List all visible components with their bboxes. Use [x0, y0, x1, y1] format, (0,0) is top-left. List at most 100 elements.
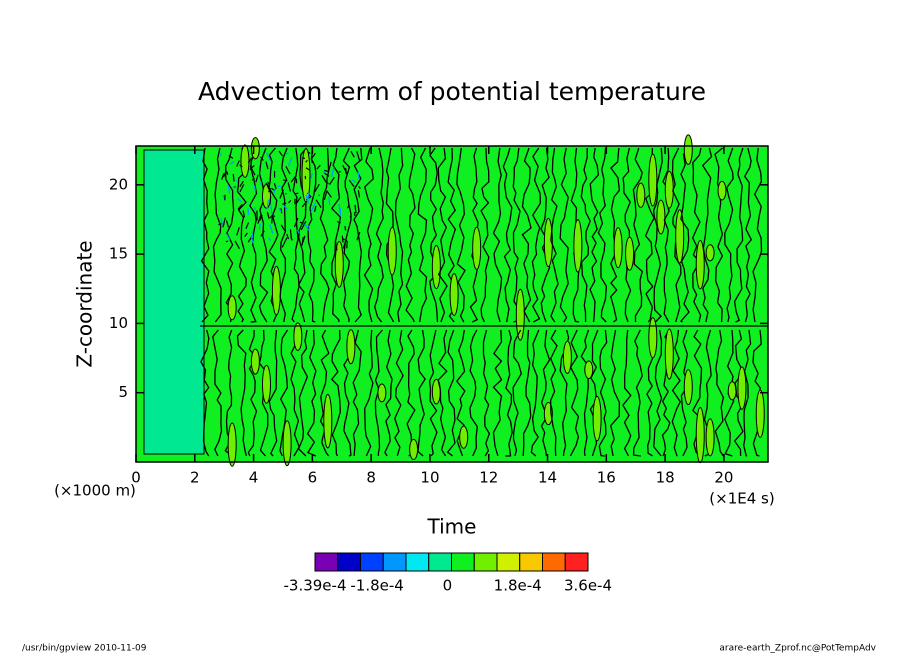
contour-line — [251, 177, 255, 181]
contour-line — [249, 147, 258, 323]
colorbar-label: 3.6e-4 — [564, 577, 612, 595]
contour-line — [417, 147, 428, 323]
contour-line — [331, 166, 335, 177]
colorbar-box — [542, 552, 566, 572]
contour-line — [336, 220, 341, 224]
contour-region — [431, 244, 441, 290]
footer-right: arare-earth_Zprof.nc@PotTempAdv — [719, 644, 876, 654]
contour-line — [247, 157, 253, 164]
contour-line — [550, 147, 559, 323]
contour-line — [223, 170, 227, 178]
contour-region — [675, 209, 685, 264]
contour-line — [353, 147, 363, 323]
colorbar-label: -1.8e-4 — [350, 577, 403, 595]
contour-line — [311, 152, 316, 159]
contour-line — [374, 329, 383, 457]
y-axis-label: Z-coordinate — [73, 240, 97, 367]
colorbar-box — [496, 552, 521, 572]
contour-line — [296, 234, 300, 245]
contour-region — [717, 180, 727, 201]
contour-line — [239, 183, 245, 193]
contour-line — [428, 329, 438, 457]
y-tick-label: 20 — [109, 175, 128, 193]
contour-region — [271, 265, 281, 316]
contour-line — [691, 147, 702, 323]
contour-line — [374, 147, 384, 323]
contour-region — [705, 418, 715, 457]
contour-line — [319, 147, 330, 323]
contour-line — [455, 329, 466, 457]
contour-line — [270, 205, 273, 215]
contour-line — [249, 165, 256, 176]
contour-line — [480, 147, 490, 323]
contour-line — [326, 190, 332, 198]
contour-region — [695, 240, 705, 290]
contour-line — [559, 147, 569, 323]
contour-line — [296, 196, 302, 204]
contour-line — [299, 221, 304, 224]
contour-line — [293, 217, 299, 228]
contour-region — [625, 236, 635, 271]
contour-region — [664, 170, 674, 209]
contour-line — [236, 160, 240, 167]
contour-line — [512, 147, 522, 323]
contour-line — [222, 217, 226, 228]
contour-line — [492, 147, 503, 323]
contour-region — [409, 438, 419, 460]
contour-line — [653, 329, 663, 457]
contour-line — [521, 147, 532, 323]
colorbar-box — [519, 552, 543, 572]
contour-line — [244, 232, 248, 237]
contour-line — [305, 194, 309, 204]
contour-line — [344, 225, 347, 231]
contour-line — [273, 183, 277, 190]
contour-line — [226, 171, 229, 175]
x-unit: (×1E4 s) — [709, 490, 774, 508]
contour-line — [290, 329, 300, 457]
contour-line — [384, 329, 393, 457]
x-tick-label: 20 — [714, 469, 733, 487]
contour-line — [218, 223, 222, 226]
contour-line — [347, 204, 350, 209]
contour-line — [225, 220, 230, 228]
x-tick-label: 0 — [131, 469, 141, 487]
contour-region — [346, 329, 356, 365]
contour-line — [236, 179, 238, 182]
y-tick-label: 10 — [109, 314, 128, 332]
contour-field — [136, 134, 768, 467]
contour-line — [482, 329, 491, 457]
contour-line — [342, 147, 352, 323]
footer-left: /usr/bin/gpview 2010-11-09 — [22, 644, 147, 654]
contour-line — [364, 329, 374, 457]
contour-line — [265, 182, 271, 193]
contour-line — [245, 222, 250, 229]
contour-region — [240, 144, 250, 178]
x-tick-label: 8 — [366, 469, 376, 487]
contour-line — [345, 167, 347, 175]
contour-line — [348, 179, 355, 188]
contour-line — [269, 224, 274, 235]
contour-line — [310, 202, 317, 213]
colorbar-label: 1.8e-4 — [494, 577, 542, 595]
x-tick-label: 6 — [308, 469, 318, 487]
x-tick-label: 10 — [420, 469, 439, 487]
contour-line — [680, 329, 690, 457]
contour-line — [456, 147, 466, 323]
contour-line — [306, 329, 317, 457]
plot-frame — [135, 145, 769, 463]
contour-line — [221, 173, 225, 180]
contour-line — [220, 218, 224, 225]
contour-line — [429, 147, 439, 323]
contour-line — [297, 329, 309, 457]
contour-line — [363, 147, 374, 323]
contour-line — [714, 147, 724, 323]
contour-line — [324, 169, 330, 173]
contour-line — [269, 196, 272, 205]
x-tick-label: 14 — [538, 469, 557, 487]
contour-line — [236, 147, 247, 323]
contour-region — [695, 406, 705, 464]
contour-line — [250, 235, 254, 244]
contour-line — [549, 329, 558, 457]
contour-line — [200, 329, 210, 457]
contour-region — [648, 317, 658, 359]
